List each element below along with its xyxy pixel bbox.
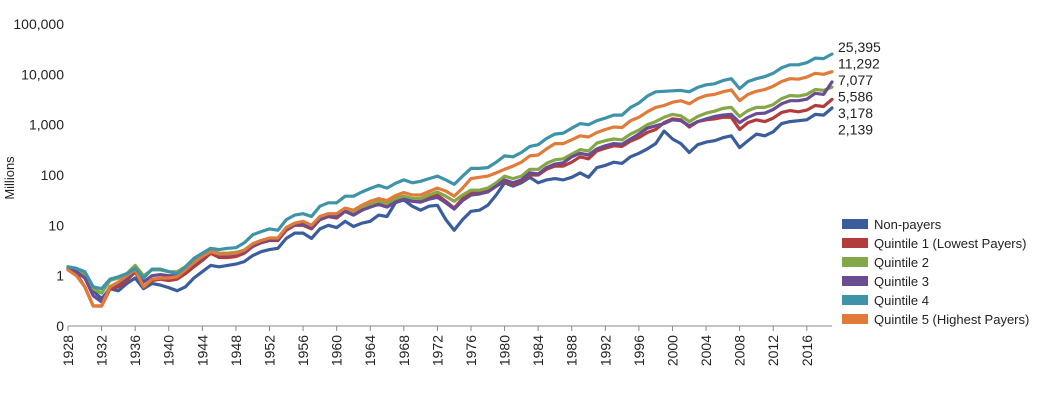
x-axis-tick-labels: 1928 1932 1936 1940 1944 1948 1952 1956 1960 1964… <box>60 326 815 366</box>
y-tick-label: 10,000 <box>21 66 64 82</box>
legend-swatch <box>842 238 868 248</box>
legend-swatch <box>842 276 868 286</box>
legend-swatch <box>842 314 868 324</box>
x-tick-label: 1940 <box>161 335 177 366</box>
x-tick-label: 1996 <box>631 335 647 366</box>
series-lines <box>66 52 834 308</box>
x-tick-label: 2012 <box>765 335 781 366</box>
x-tick-label: 1952 <box>261 335 277 366</box>
x-tick-label: 1976 <box>463 335 479 366</box>
series-end-label: 3,178 <box>838 105 873 121</box>
legend-label: Quintile 3 <box>874 274 929 289</box>
y-tick-label: 10 <box>48 217 64 233</box>
series-line <box>66 85 834 295</box>
x-tick-label: 1964 <box>362 335 378 366</box>
x-tick-label: 1968 <box>396 335 412 366</box>
series-end-label: 11,292 <box>838 56 880 72</box>
series-line <box>66 106 834 301</box>
x-tick-label: 1928 <box>60 335 76 366</box>
y-axis-tick-labels: 0 1 10 100 1,000 10,000 100,000 <box>13 16 64 334</box>
legend-label: Non-payers <box>874 217 942 232</box>
x-tick-label: 2008 <box>732 335 748 366</box>
series-end-label: 2,139 <box>838 122 873 138</box>
y-tick-label: 1 <box>56 268 64 284</box>
x-tick-label: 1936 <box>127 335 143 366</box>
x-tick-label: 2016 <box>799 335 815 366</box>
legend: Non-payers Quintile 1 (Lowest Payers) Quin… <box>842 217 1029 327</box>
y-tick-label: 1,000 <box>29 117 64 133</box>
x-tick-label: 1984 <box>530 335 546 366</box>
legend-swatch <box>842 295 868 305</box>
series-line <box>66 97 834 308</box>
y-tick-label: 100 <box>41 167 65 183</box>
legend-swatch <box>842 257 868 267</box>
y-axis-title: Millions <box>2 156 17 200</box>
legend-label: Quintile 2 <box>874 255 929 270</box>
x-tick-label: 1948 <box>228 335 244 366</box>
series-end-label: 25,395 <box>838 39 881 55</box>
x-tick-label: 2000 <box>664 335 680 366</box>
x-tick-label: 1980 <box>497 335 513 366</box>
series-end-label: 7,077 <box>838 72 873 88</box>
y-tick-label: 0 <box>56 318 64 334</box>
x-tick-label: 1944 <box>194 335 210 366</box>
x-tick-label: 1956 <box>295 335 311 366</box>
x-tick-label: 2004 <box>698 335 714 366</box>
series-line <box>66 52 834 291</box>
series-line <box>66 70 834 308</box>
legend-label: Quintile 5 (Highest Payers) <box>874 312 1029 327</box>
x-tick-label: 1960 <box>329 335 345 366</box>
legend-swatch <box>842 219 868 229</box>
x-tick-label: 1992 <box>597 335 613 366</box>
x-tick-label: 1972 <box>429 335 445 366</box>
series-end-label: 5,586 <box>838 89 873 105</box>
y-tick-label: 100,000 <box>13 16 64 32</box>
x-tick-label: 1932 <box>94 335 110 366</box>
legend-label: Quintile 4 <box>874 293 929 308</box>
x-tick-label: 1988 <box>564 335 580 366</box>
legend-label: Quintile 1 (Lowest Payers) <box>874 236 1026 251</box>
